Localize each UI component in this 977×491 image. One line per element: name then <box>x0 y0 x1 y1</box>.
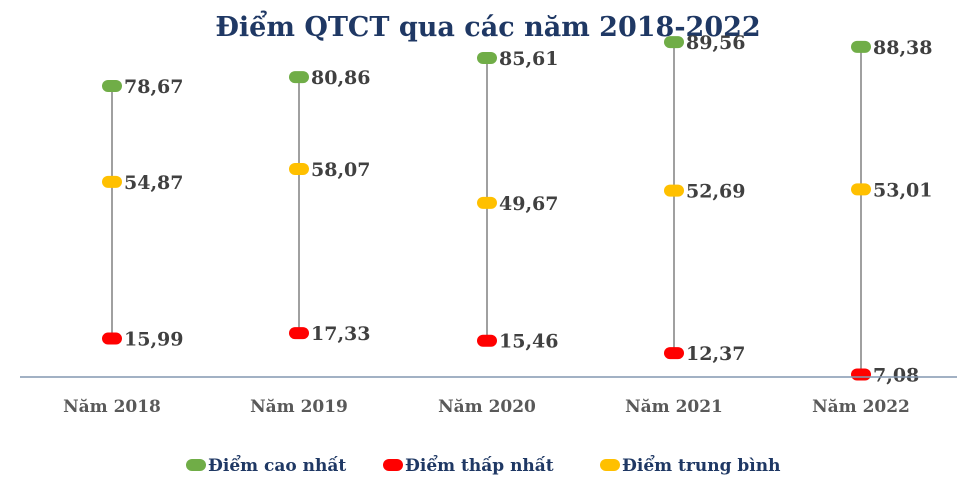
data-point <box>664 36 684 49</box>
data-label: 15,46 <box>499 331 559 353</box>
data-point <box>477 51 497 64</box>
legend: Điểm cao nhất Điểm thấp nhất Điểm trung bì… <box>186 454 780 476</box>
x-tick-label: Năm 2018 <box>63 397 161 417</box>
data-label: 78,67 <box>124 76 184 98</box>
x-axis-labels: Năm 2018 Năm 2019 Năm 2020 Năm 2021 Năm 2022 <box>63 397 910 417</box>
data-label: 89,56 <box>686 32 746 54</box>
data-label: 54,87 <box>124 172 184 194</box>
data-point <box>289 327 309 340</box>
data-point <box>477 196 497 209</box>
legend-label: Điểm cao nhất <box>208 454 346 476</box>
data-label: 15,99 <box>124 329 184 351</box>
data-point <box>851 368 871 381</box>
data-point <box>102 175 122 188</box>
legend-marker <box>383 459 403 471</box>
data-point <box>851 40 871 53</box>
x-tick-label: Năm 2022 <box>812 397 910 417</box>
data-label: 88,38 <box>873 37 933 59</box>
data-point <box>851 183 871 196</box>
data-label: 58,07 <box>311 159 371 181</box>
legend-marker <box>600 459 620 471</box>
data-point <box>102 332 122 345</box>
legend-label: Điểm thấp nhất <box>405 454 554 476</box>
x-tick-label: Năm 2021 <box>625 397 723 417</box>
data-point <box>289 71 309 84</box>
data-label: 52,69 <box>686 181 746 203</box>
data-label: 12,37 <box>686 343 746 365</box>
data-point <box>102 79 122 92</box>
plot-area: 78,67 80,86 85,61 89,56 88,38 15,99 17,33 15,46… <box>102 32 933 386</box>
data-point <box>664 184 684 197</box>
data-label: 53,01 <box>873 179 933 201</box>
data-label: 7,08 <box>873 364 919 386</box>
x-tick-label: Năm 2020 <box>438 397 536 417</box>
x-tick-label: Năm 2019 <box>250 397 348 417</box>
data-label: 17,33 <box>311 323 371 345</box>
data-label: 49,67 <box>499 193 559 215</box>
legend-marker <box>186 459 206 471</box>
data-point <box>289 162 309 175</box>
data-point <box>664 347 684 360</box>
data-point <box>477 334 497 347</box>
data-label: 85,61 <box>499 48 559 70</box>
data-label: 80,86 <box>311 67 371 89</box>
legend-label: Điểm trung bình <box>622 454 780 476</box>
